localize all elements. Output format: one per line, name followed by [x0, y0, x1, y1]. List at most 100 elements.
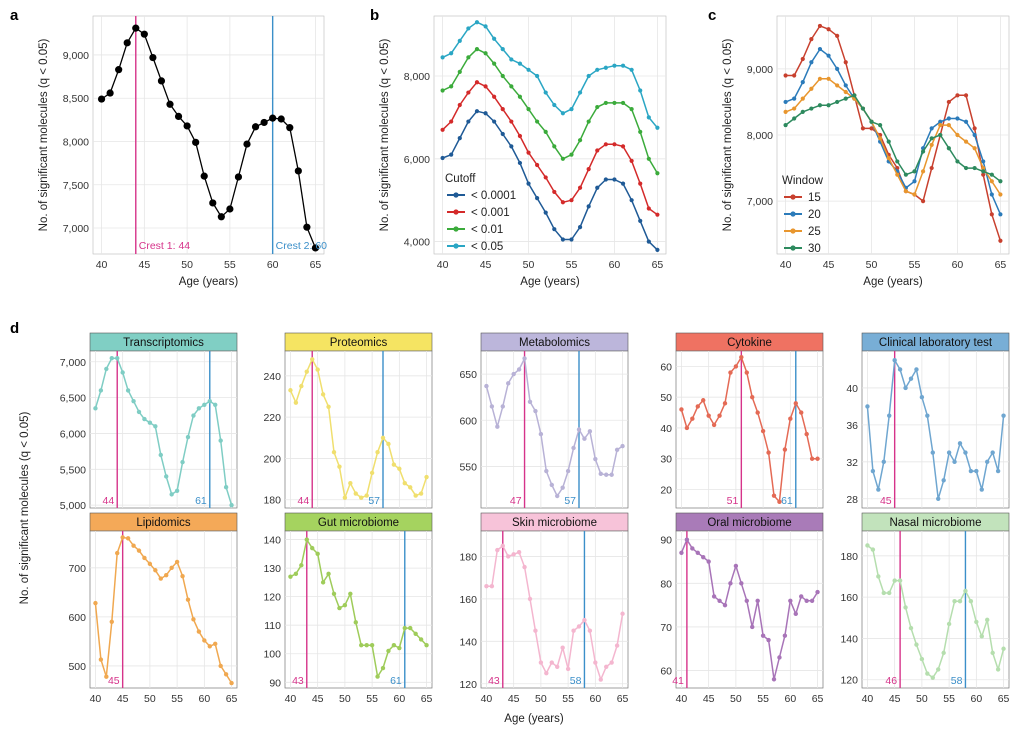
data-point-c — [989, 172, 994, 177]
data-point-b — [466, 119, 471, 124]
data-point-d4 — [711, 422, 717, 428]
data-point-b — [560, 200, 565, 205]
data-point-d9 — [701, 554, 706, 560]
y-tick-label-d9: 90 — [660, 535, 672, 547]
data-point-b — [543, 90, 548, 95]
data-point-d2 — [364, 493, 369, 498]
y-tick-label-d8: 160 — [459, 594, 477, 606]
data-point-a — [311, 244, 320, 252]
data-point-b — [509, 119, 514, 124]
panel-d1: d Transcriptomics 5,000 5,500 6,000 6,500 7,00… — [10, 320, 238, 512]
plot-area-d4 — [675, 350, 824, 509]
crest-label-d4: 51 — [727, 495, 739, 507]
crest-label-d4: 61 — [781, 495, 793, 507]
panel-d6: Lipidomics 500 600 700 40 45 50 55 60 65 45 — [68, 512, 238, 705]
panel-title-d6: Lipidomics — [136, 517, 191, 529]
x-tick-label-a: 60 — [267, 259, 279, 271]
data-point-c — [783, 99, 788, 105]
x-tick-label-d7: 60 — [393, 693, 405, 705]
data-point-d7 — [380, 665, 386, 671]
data-point-d1 — [196, 406, 202, 411]
data-point-d9 — [728, 581, 733, 586]
data-point-b — [457, 136, 462, 141]
data-point-d3 — [549, 482, 554, 488]
data-point-d4 — [750, 394, 755, 400]
data-point-d9 — [733, 563, 739, 569]
data-point-b — [440, 88, 445, 93]
data-point-c — [998, 192, 1003, 197]
data-point-d10 — [903, 605, 908, 610]
y-tick-label-d4: 40 — [660, 423, 672, 435]
data-point-d1 — [202, 402, 207, 407]
data-point-b — [500, 73, 505, 79]
data-point-d8 — [620, 611, 625, 616]
data-point-a — [294, 167, 302, 175]
data-point-d6 — [147, 561, 153, 567]
x-tick-label-b: 55 — [566, 259, 578, 271]
data-point-b — [440, 55, 445, 60]
crest-label-d3: 57 — [564, 495, 576, 507]
data-point-d3 — [565, 468, 571, 474]
data-point-d3 — [571, 445, 576, 451]
data-point-b — [543, 210, 548, 215]
series-line-d4 — [680, 356, 818, 503]
data-point-d10 — [990, 650, 995, 656]
data-point-d2 — [331, 450, 337, 455]
data-point-b — [474, 80, 480, 85]
data-point-c — [817, 46, 823, 52]
data-point-b — [552, 102, 557, 108]
data-point-c — [955, 93, 960, 98]
y-tick-label-d2: 180 — [263, 495, 281, 507]
data-point-b — [500, 131, 505, 137]
data-point-b — [535, 162, 540, 168]
data-point-b — [466, 26, 471, 31]
y-tick-label-d6: 500 — [68, 661, 86, 673]
x-tick-label-c: 50 — [866, 259, 878, 271]
data-point-b — [509, 84, 514, 89]
x-tick-label-c: 55 — [909, 259, 921, 271]
data-point-d2 — [359, 495, 364, 500]
data-point-d4 — [690, 416, 695, 421]
data-point-d3 — [533, 408, 538, 414]
data-point-d8 — [576, 624, 582, 629]
data-point-c — [972, 146, 977, 151]
data-point-d5 — [952, 459, 957, 465]
data-point-d3 — [555, 493, 560, 499]
data-point-d2 — [408, 485, 413, 490]
data-point-b — [595, 185, 600, 190]
data-point-b — [440, 155, 445, 161]
data-point-d7 — [326, 571, 331, 577]
x-tick-label-d10: 65 — [998, 693, 1010, 705]
data-point-c — [981, 165, 986, 171]
y-tick-label-d6: 600 — [68, 612, 86, 624]
data-point-b — [629, 158, 634, 163]
legend-item-c: 15 — [808, 192, 821, 204]
data-point-d9 — [799, 594, 804, 599]
crest-label-a: Crest 1: 44 — [139, 240, 191, 252]
data-point-a — [286, 124, 294, 132]
data-point-d4 — [728, 370, 733, 375]
x-tick-label-d8: 45 — [508, 693, 520, 705]
data-point-d8 — [587, 628, 593, 633]
y-tick-label-d7: 140 — [263, 535, 281, 547]
data-point-d3 — [495, 424, 500, 429]
data-point-d4 — [760, 428, 766, 434]
data-point-c — [929, 165, 934, 171]
data-point-d9 — [760, 633, 766, 638]
data-point-d8 — [582, 617, 587, 623]
panel-d8: Skin microbiome 120 140 160 180 40 45 50 55 60 65 4… — [459, 512, 629, 705]
data-point-d3 — [582, 436, 587, 441]
data-point-d7 — [353, 620, 358, 625]
data-point-d10 — [892, 578, 897, 583]
data-point-d6 — [169, 565, 174, 570]
data-point-d7 — [413, 631, 418, 636]
data-point-d1 — [169, 492, 174, 497]
data-point-d7 — [386, 648, 391, 654]
data-point-d8 — [614, 643, 620, 648]
data-point-c — [920, 199, 926, 204]
data-point-d4 — [815, 456, 820, 461]
data-point-d2 — [413, 493, 418, 498]
data-point-c — [946, 122, 951, 128]
y-tick-label-a: 7,000 — [63, 223, 89, 235]
data-point-d9 — [717, 598, 722, 603]
